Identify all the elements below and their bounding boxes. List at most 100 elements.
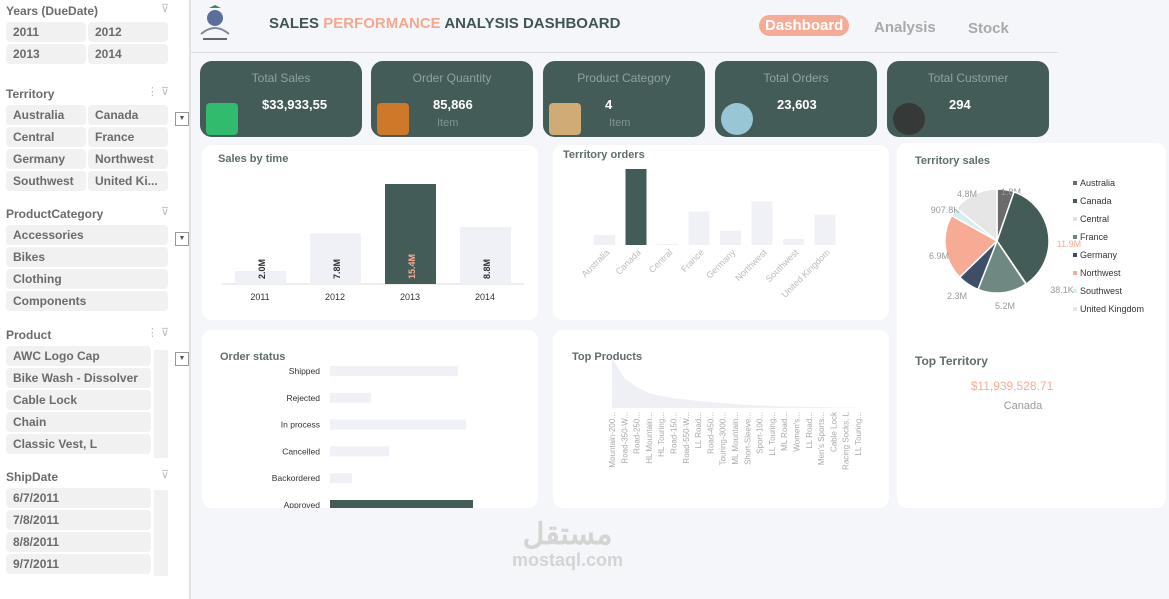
slicer-item[interactable]: Classic Vest, L	[6, 434, 151, 454]
tick-label: Short-Sleeve...	[743, 412, 752, 465]
tab-dashboard[interactable]: Dashboard	[759, 15, 850, 36]
bar	[783, 238, 804, 245]
bar	[385, 184, 436, 284]
slicer-item[interactable]: Components	[6, 291, 168, 311]
scrollbar[interactable]	[154, 490, 168, 576]
slicer-item[interactable]: Bikes	[6, 247, 168, 267]
slicer-item[interactable]: 8/8/2011	[6, 532, 151, 552]
slicer-item[interactable]: Central	[6, 127, 86, 147]
tick-label: Cancelled	[282, 446, 320, 456]
chart-title: Territory sales	[915, 155, 991, 167]
slicer-item[interactable]: 7/8/2011	[6, 510, 151, 530]
legend-swatch	[1073, 289, 1077, 293]
kpi-value: 294	[949, 97, 971, 112]
slicer-item[interactable]: Northwest	[88, 149, 168, 169]
tick-label: 2012	[325, 292, 345, 302]
kpi-card: Total Orders 23,603	[715, 61, 877, 137]
tick-label: LL Road...	[694, 412, 703, 449]
kpi-card: Total Customer 294	[887, 61, 1049, 137]
kpi-card: Total Sales $33,933,55	[200, 61, 362, 137]
tick-label: France	[679, 247, 706, 274]
legend-swatch	[1073, 217, 1077, 221]
slicer-item[interactable]: Canada	[88, 105, 168, 125]
bar	[235, 271, 286, 284]
slicer-item[interactable]: Southwest	[6, 171, 86, 191]
tick-label: Racing Socks, L	[842, 411, 851, 469]
slicer-item[interactable]: 9/7/2011	[6, 554, 151, 574]
kpi-value: 4	[605, 97, 613, 112]
kpi-label: Total Orders	[763, 71, 829, 85]
clear-filter-icon[interactable]: ⋮ ⊽	[146, 86, 169, 98]
orders-icon	[721, 103, 753, 135]
slicer-item[interactable]: 2012	[88, 22, 168, 42]
boxes-icon	[377, 103, 409, 135]
clear-filter-icon[interactable]: ⊽	[160, 206, 169, 218]
slicer-item[interactable]: Chain	[6, 412, 151, 432]
scrollbar[interactable]	[154, 350, 168, 458]
slicer-territory: Territory ⋮ ⊽ Australia Canada Central Fran…	[6, 85, 191, 191]
territory-orders-panel: Territory orders Australia Canada Central F…	[553, 145, 889, 320]
scroll-down-button[interactable]: ▼	[175, 352, 189, 366]
bar	[310, 233, 361, 284]
data-label: 1.8M	[1001, 187, 1021, 197]
bar	[814, 214, 836, 245]
slicer-item[interactable]: Cable Lock	[6, 390, 151, 410]
slicer-item[interactable]: United Ki...	[88, 171, 168, 191]
slicer-item[interactable]: Bike Wash - Dissolver	[6, 368, 151, 388]
order-status-panel: Order status Shipped Rejected In process Ca…	[202, 330, 538, 510]
tab-analysis[interactable]: Analysis	[874, 19, 936, 36]
top-territory-value: $11,939,528.71	[970, 379, 1054, 393]
area-series	[612, 358, 858, 408]
slicer-years: Years (DueDate) ⊽ 2011 2012 2013 2014	[6, 2, 191, 64]
tick-label: HL Mountain...	[645, 412, 654, 464]
slicer-item[interactable]: Australia	[6, 105, 86, 125]
customers-icon	[893, 103, 925, 135]
pie-slice	[955, 188, 998, 243]
kpi-card: Product Category 4 Item	[543, 61, 705, 137]
clear-filter-icon[interactable]: ⋮ ⊽	[146, 327, 169, 339]
slicer-item[interactable]: 2014	[88, 44, 168, 64]
tick-label: 2011	[250, 292, 269, 302]
bar	[330, 392, 371, 403]
slicer-ship-date: ShipDate ⊽ 6/7/2011 7/8/2011 8/8/2011 9/7/2…	[6, 468, 191, 576]
tick-label: Road-450...	[706, 412, 715, 454]
scroll-down-button[interactable]: ▼	[175, 232, 189, 246]
slicer-item[interactable]: 6/7/2011	[6, 488, 151, 508]
pie-slice	[996, 190, 1050, 286]
slicer-item[interactable]: Clothing	[6, 269, 168, 289]
tick-label: Road-250...	[633, 412, 642, 454]
slicer-item[interactable]: Germany	[6, 149, 86, 169]
slicer-title: Territory	[6, 87, 55, 101]
legend-label: Northwest	[1080, 268, 1121, 278]
tick-label: Australia	[580, 247, 612, 279]
scroll-down-button[interactable]: ▼	[175, 112, 189, 126]
bar	[688, 211, 710, 245]
tick-label: Road-150...	[670, 412, 679, 454]
bar	[625, 169, 647, 245]
data-label: 2.3M	[947, 291, 967, 301]
legend-label: France	[1080, 232, 1108, 242]
slicer-item[interactable]: AWC Logo Cap	[6, 346, 151, 366]
kpi-label: Total Customer	[927, 71, 1009, 85]
slicer-item[interactable]: France	[88, 127, 168, 147]
slicer-item[interactable]: 2011	[6, 22, 86, 42]
bar	[330, 366, 458, 376]
territory-sales-chart: 1.8M Australia 11.9M Canada 38.1K Central 5.2M…	[929, 178, 1144, 314]
legend-swatch	[1073, 253, 1077, 257]
legend-swatch	[1073, 199, 1077, 203]
data-label: 907.8K	[931, 205, 960, 215]
legend-label: Canada	[1080, 196, 1112, 206]
slicer-item[interactable]: 2013	[6, 44, 86, 64]
slicer-item[interactable]: Accessories	[6, 225, 168, 245]
data-label: 38.1K	[1050, 285, 1074, 295]
tab-stock[interactable]: Stock	[968, 20, 1009, 37]
bar	[330, 473, 352, 484]
clear-filter-icon[interactable]: ⊽	[160, 3, 169, 15]
legend-swatch	[1073, 235, 1077, 239]
kpi-label: Order Quantity	[412, 71, 492, 85]
tick-label: LL Touring...	[768, 412, 777, 456]
clear-filter-icon[interactable]: ⊽	[160, 469, 169, 481]
legend-label: Central	[1080, 214, 1109, 224]
data-label: 6.9M	[929, 251, 949, 261]
slicer-title: Product	[6, 328, 52, 342]
